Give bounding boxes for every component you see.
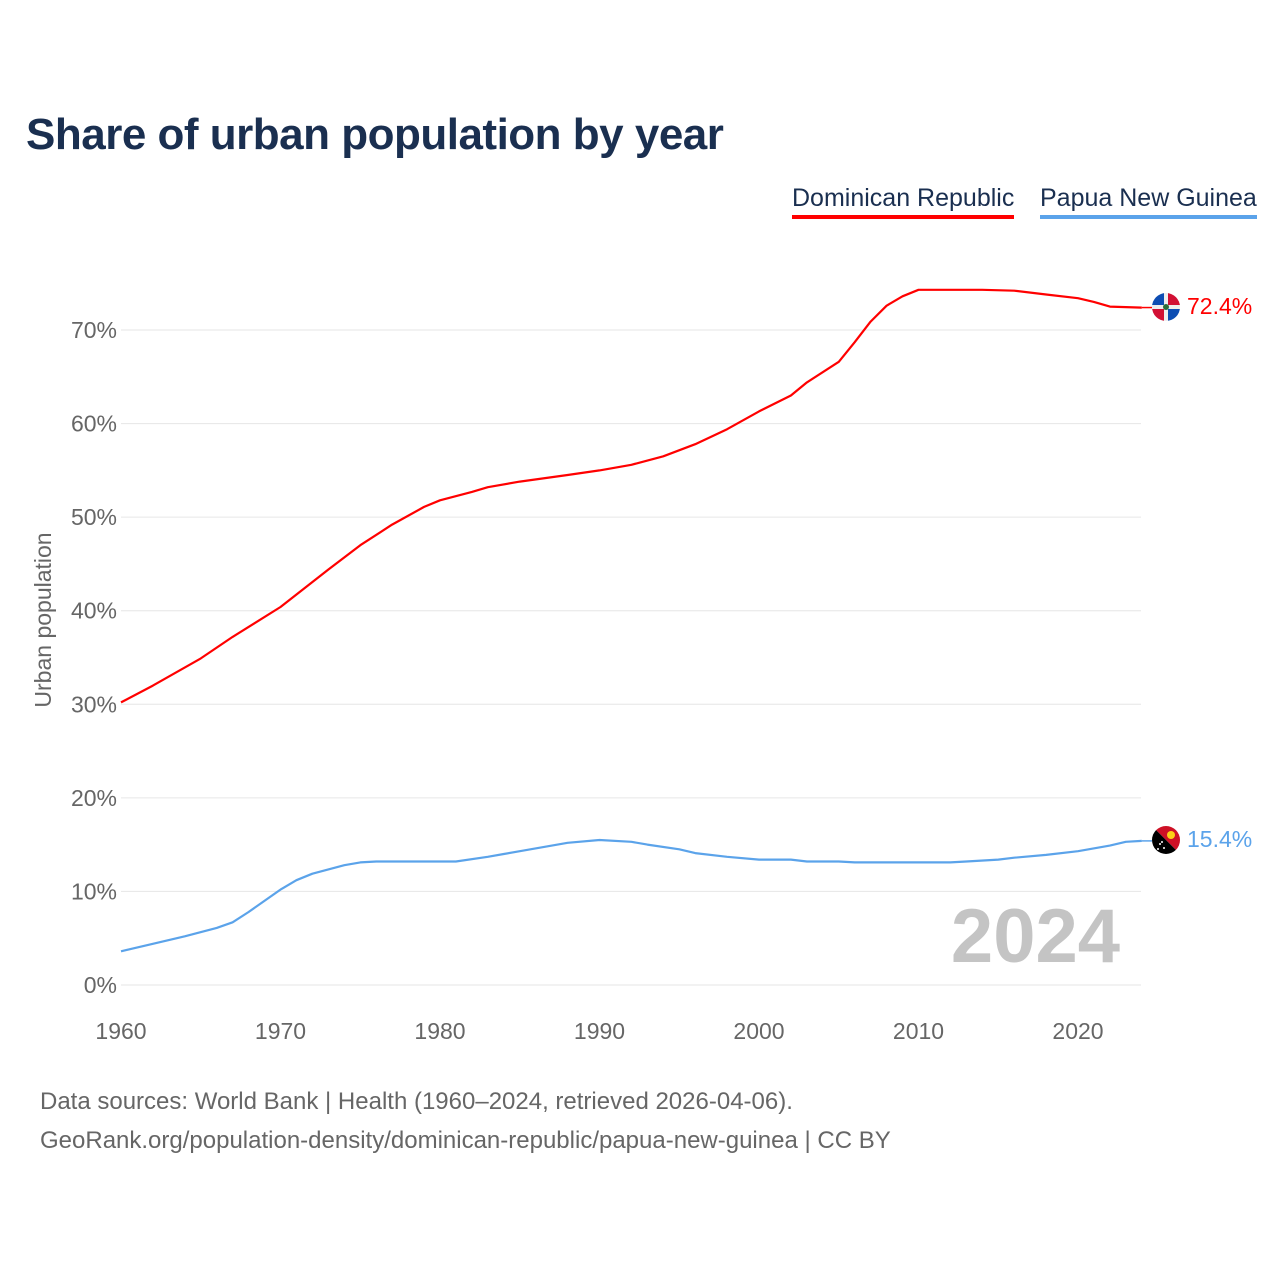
flag-papua-new-guinea-icon <box>1152 826 1180 854</box>
y-tick-label: 30% <box>71 691 117 717</box>
y-tick-label: 20% <box>71 785 117 811</box>
legend-papua-new-guinea[interactable]: Papua New Guinea <box>1040 184 1257 219</box>
x-tick-label: 2010 <box>893 1018 944 1044</box>
y-tick-label: 60% <box>71 411 117 437</box>
y-tick-label: 10% <box>71 878 117 904</box>
year-watermark: 2024 <box>951 894 1120 979</box>
y-tick-label: 50% <box>71 504 117 530</box>
x-tick-label: 1990 <box>574 1018 625 1044</box>
end-label-papua-new-guinea: 15.4% <box>1187 826 1252 852</box>
y-axis-label: Urban population <box>30 532 56 707</box>
y-tick-label: 40% <box>71 598 117 624</box>
footer-sources: Data sources: World Bank | Health (1960–… <box>40 1088 793 1115</box>
x-tick-label: 1980 <box>414 1018 465 1044</box>
legend-dominican-republic[interactable]: Dominican Republic <box>792 184 1015 219</box>
y-tick-label: 0% <box>84 972 117 998</box>
footer-attribution[interactable]: GeoRank.org/population-density/dominican… <box>40 1127 891 1154</box>
chart-title: Share of urban population by year <box>26 110 724 159</box>
flag-dominican-republic-icon <box>1152 293 1180 321</box>
end-label-dominican-republic: 72.4% <box>1187 293 1252 319</box>
x-tick-label: 1960 <box>95 1018 146 1044</box>
y-tick-label: 70% <box>71 317 117 343</box>
x-tick-label: 2020 <box>1052 1018 1103 1044</box>
series-line-dominican-republic <box>120 288 1142 704</box>
x-tick-label: 1970 <box>255 1018 306 1044</box>
series-line-papua-new-guinea <box>120 838 1142 953</box>
x-tick-label: 2000 <box>733 1018 784 1044</box>
